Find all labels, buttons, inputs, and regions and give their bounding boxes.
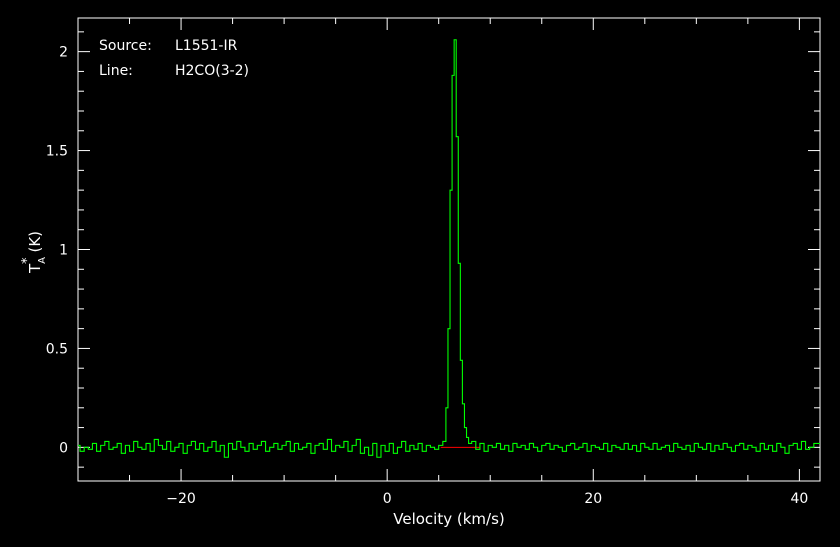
y-tick-label: 1.5: [46, 144, 68, 160]
y-axis-label-sup: *: [20, 257, 35, 264]
x-axis-label: Velocity (km/s): [393, 510, 504, 528]
y-tick-label: 0.5: [46, 341, 68, 357]
x-tick-label: 0: [383, 491, 392, 507]
line-value: H2CO(3-2): [175, 63, 249, 79]
line-label: Line:: [99, 63, 133, 79]
y-tick-label: 0: [59, 440, 68, 456]
x-tick-label: 40: [790, 491, 808, 507]
y-tick-label: 1: [59, 243, 68, 259]
source-annotation: Source: L1551-IR: [99, 38, 238, 54]
svg-text:TA*(K): TA* (K): [20, 231, 48, 274]
x-tick-label: 20: [584, 491, 602, 507]
spectrum-series-line: [78, 39, 820, 458]
axis-ticks: [77, 18, 820, 481]
source-value: L1551-IR: [175, 38, 238, 54]
y-axis-label-base: T: [26, 263, 44, 274]
line-annotation: Line: H2CO(3-2): [99, 63, 249, 79]
x-tick-label: −20: [166, 491, 196, 507]
y-axis-label: TA* (K): [20, 231, 48, 274]
source-label: Source:: [99, 38, 152, 54]
y-tick-label: 2: [59, 45, 68, 61]
y-axis-label-unit: (K): [26, 231, 44, 253]
y-axis-label-sub: A: [37, 257, 48, 264]
axis-tick-labels: −20 0 20 40 0 0.5 1 1.5 2: [46, 45, 809, 507]
